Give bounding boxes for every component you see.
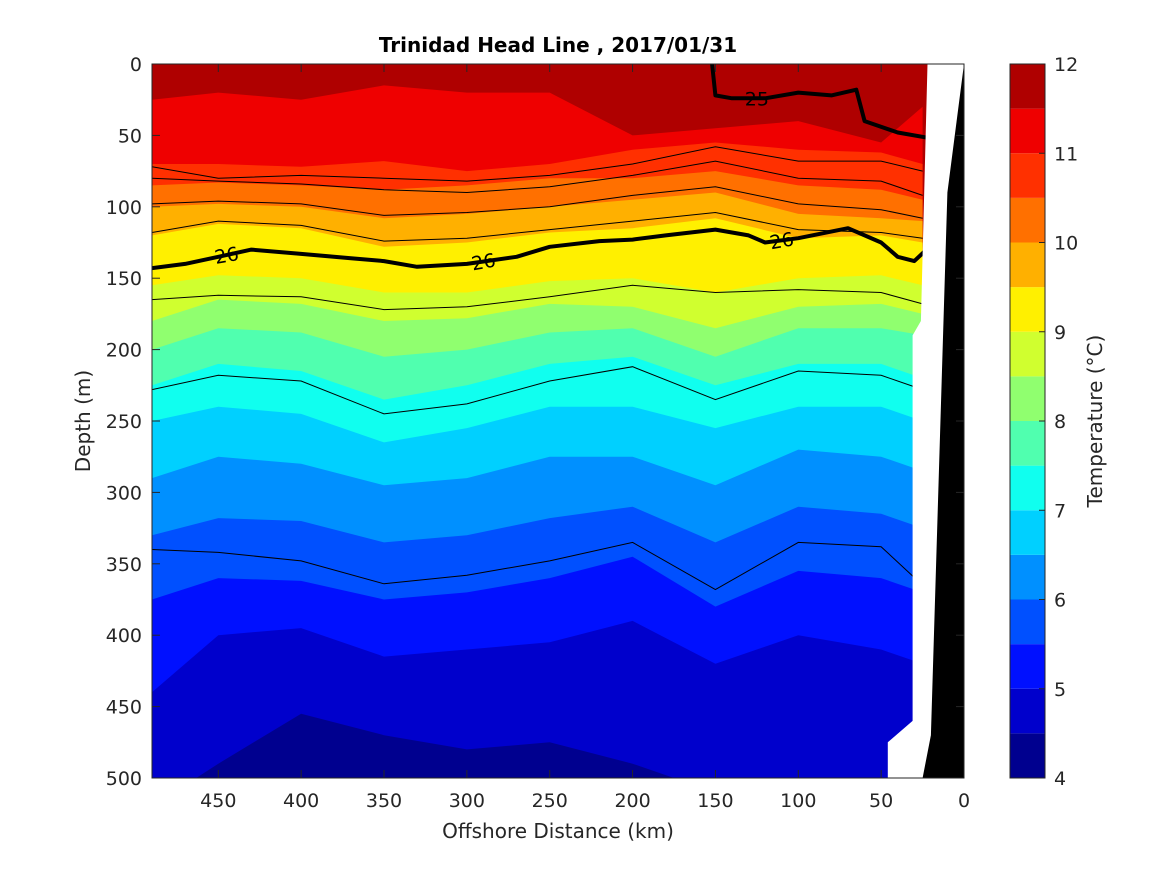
x-tick-label: 450	[200, 790, 236, 812]
colorbar-swatch	[1010, 376, 1045, 421]
colorbar-tick-label: 12	[1054, 54, 1078, 76]
colorbar-swatch	[1010, 64, 1045, 109]
x-tick-label: 300	[449, 790, 485, 812]
y-tick-label: 150	[106, 268, 142, 290]
x-tick-label: 100	[780, 790, 816, 812]
thin-contour-c7	[152, 541, 923, 591]
thin-contour-c4	[152, 211, 923, 242]
y-tick-label: 400	[106, 625, 142, 647]
colorbar-tick-label: 4	[1054, 768, 1066, 790]
y-tick-label: 0	[130, 54, 142, 76]
colorbar-tick-label: 5	[1054, 679, 1066, 701]
colorbar-swatch	[1010, 465, 1045, 511]
contour-label-25-0: 25	[745, 88, 769, 110]
density-contour-25	[710, 64, 932, 141]
colorbar-swatch	[1010, 197, 1045, 243]
colorbar-swatch	[1010, 153, 1045, 198]
thin-contour-lines	[152, 146, 923, 591]
colorbar-swatch	[1010, 242, 1045, 288]
x-tick-label: 150	[697, 790, 733, 812]
y-tick-label: 200	[106, 340, 142, 362]
thin-contour-c5	[152, 284, 923, 311]
y-tick-label: 100	[106, 197, 142, 219]
colorbar-swatch	[1010, 421, 1045, 466]
colorbar-tick-label: 6	[1054, 590, 1066, 612]
colorbar-swatch	[1010, 733, 1045, 778]
colorbar-swatch	[1010, 108, 1045, 154]
y-tick-label: 500	[106, 768, 142, 790]
x-tick-label: 50	[869, 790, 893, 812]
thin-contour-c2	[152, 160, 923, 196]
colorbar-swatch	[1010, 554, 1045, 600]
density-contour-26	[152, 226, 933, 271]
seafloor-wedge	[922, 64, 964, 778]
colorbar-swatch	[1010, 688, 1045, 734]
x-tick-label: 0	[958, 790, 970, 812]
band-below-4-5	[196, 713, 923, 778]
contour-label-26-1: 26	[470, 250, 498, 276]
thin-contour-c3	[152, 186, 923, 219]
seafloor-bathymetry	[887, 64, 964, 778]
colorbar-swatch	[1010, 287, 1045, 332]
plot-area: 25 26 26 26	[152, 64, 964, 778]
x-axis-label: Offshore Distance (km)	[442, 819, 674, 843]
y-tick-label: 300	[106, 482, 142, 504]
x-tick-label: 250	[532, 790, 568, 812]
x-tick-label: 400	[283, 790, 319, 812]
colorbar-swatch	[1010, 331, 1045, 377]
contour-label-26-2: 26	[768, 228, 796, 254]
y-axis-label: Depth (m)	[71, 370, 95, 472]
colorbar-tick-label: 7	[1054, 500, 1066, 522]
y-tick-label: 350	[106, 554, 142, 576]
colorbar-tick-label: 8	[1054, 411, 1066, 433]
y-tick-label: 450	[106, 697, 142, 719]
x-tick-label: 350	[366, 790, 402, 812]
thin-contour-c1	[152, 146, 923, 182]
x-tick-label: 200	[614, 790, 650, 812]
labeled-density-contours: 25 26 26 26	[152, 64, 933, 276]
contour-fills	[152, 64, 964, 778]
colorbar-swatch	[1010, 644, 1045, 689]
colorbar-label: Temperature (°C)	[1083, 335, 1107, 509]
thin-contour-c6	[152, 366, 923, 415]
colorbar-swatch	[1010, 599, 1045, 645]
colorbar-tick-label: 10	[1054, 233, 1078, 255]
contour-label-26-0: 26	[213, 243, 241, 269]
y-tick-label: 50	[118, 125, 142, 147]
y-tick-label: 250	[106, 411, 142, 433]
colorbar: 4 5 6 7 8 9 10 11 12	[1009, 54, 1078, 790]
colorbar-tick-label: 11	[1054, 143, 1078, 165]
x-axis-ticks: 450 400 350 300 250 200 150 100 50 0	[200, 64, 970, 812]
chart-title: Trinidad Head Line , 2017/01/31	[379, 33, 737, 57]
colorbar-tick-label: 9	[1054, 322, 1066, 344]
y-axis-ticks: 0 50 100 150 200 250 300 350 400 450 500	[106, 54, 964, 790]
colorbar-swatch	[1010, 510, 1045, 555]
